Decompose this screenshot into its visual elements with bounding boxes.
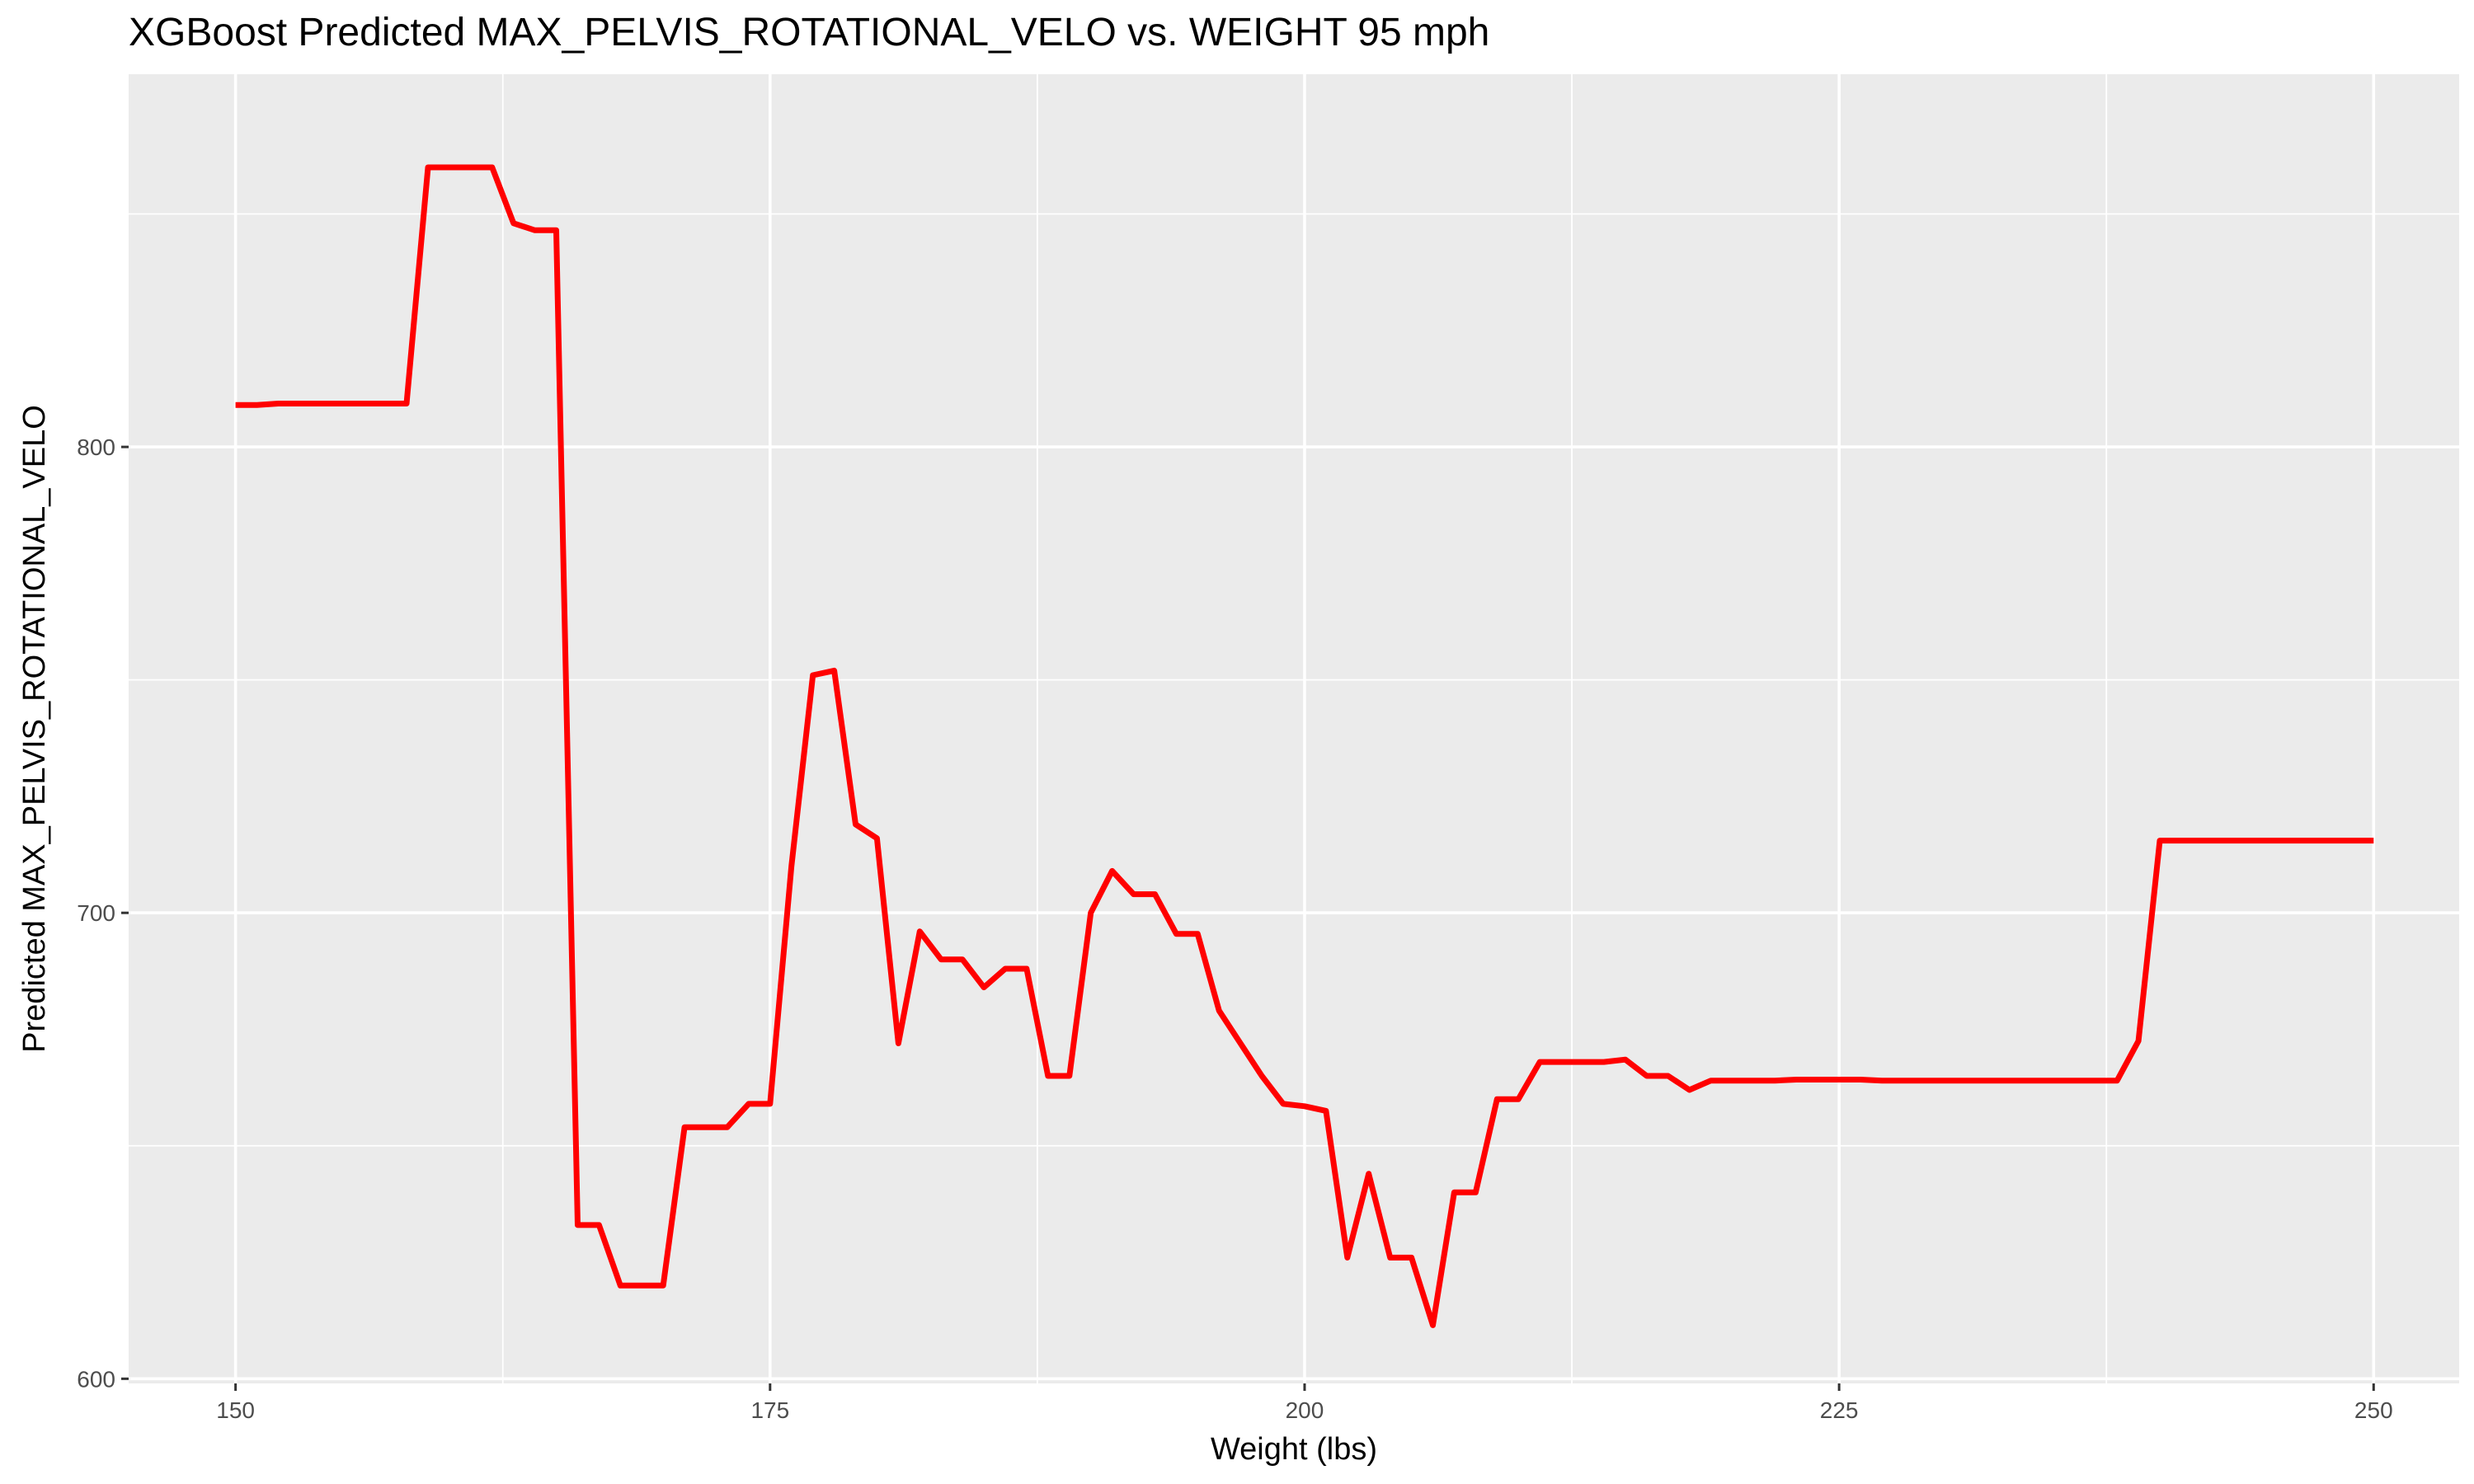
major-gridlines [129,74,2459,1383]
chart-title: XGBoost Predicted MAX_PELVIS_ROTATIONAL_… [129,11,1490,54]
x-tick-label: 150 [216,1397,255,1423]
y-axis-title: Predicted MAX_PELVIS_ROTATIONAL_VELO [17,405,52,1053]
x-tick-label: 225 [1820,1397,1859,1423]
series-line [235,164,2374,1328]
y-tick-label: 600 [77,1366,115,1392]
y-tick-label: 800 [77,434,115,460]
x-tick-label: 175 [750,1397,789,1423]
x-tick-label: 200 [1286,1397,1324,1423]
y-tick-label: 700 [77,900,115,926]
x-tick-label: 250 [2354,1397,2393,1423]
y-axis-tick-labels: 600 700 800 [77,434,115,1392]
x-axis-tick-labels: 150 175 200 225 250 [216,1397,2392,1423]
minor-gridlines [129,74,2459,1383]
axis-ticks [121,445,2375,1391]
plot-panel [129,74,2459,1383]
series-layer [235,164,2374,1328]
x-axis-title: Weight (lbs) [1211,1432,1377,1467]
